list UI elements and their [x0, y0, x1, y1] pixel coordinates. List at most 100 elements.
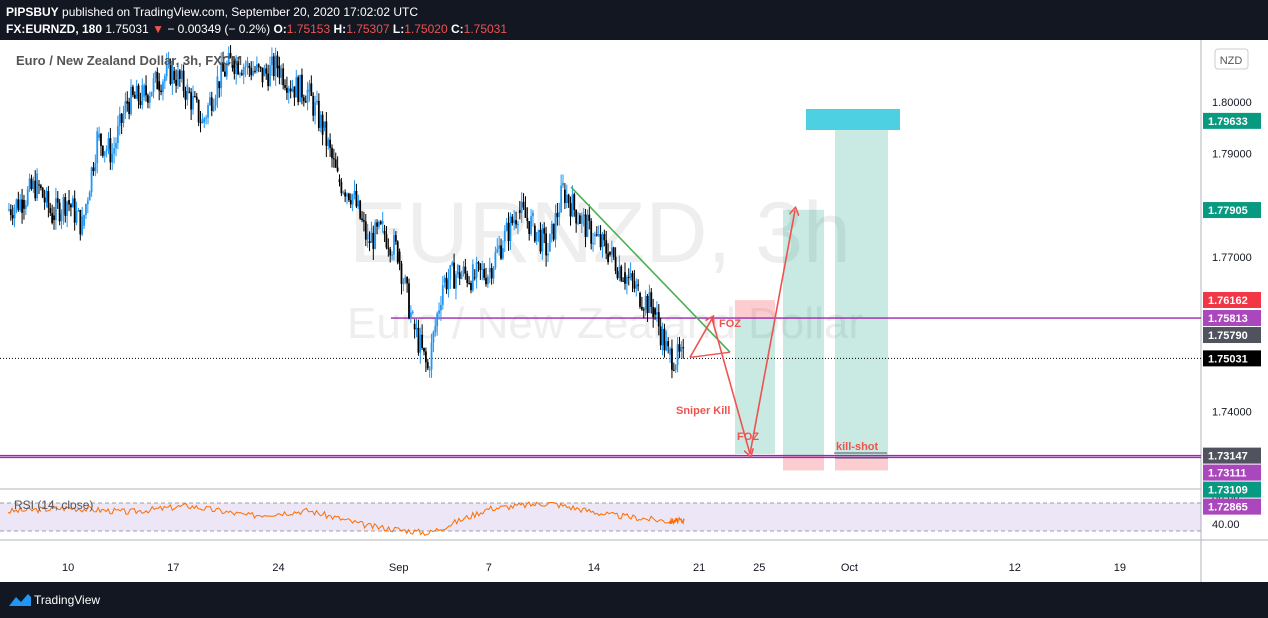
- annotation-label[interactable]: FOZ: [737, 431, 759, 443]
- candle-body: [571, 194, 574, 217]
- target-zone-2[interactable]: [783, 209, 824, 456]
- candle-body: [413, 323, 416, 330]
- candle-body: [569, 203, 572, 217]
- candle-body: [438, 310, 440, 314]
- price-label-badge[interactable]: [1203, 310, 1261, 327]
- price-axis: 1.800001.790001.770001.7400080.0040.001.…: [1203, 97, 1261, 531]
- price-label-badge[interactable]: [1203, 202, 1261, 219]
- candle-body: [43, 197, 46, 203]
- stop-zone-1[interactable]: [735, 300, 775, 319]
- candle-body: [231, 58, 234, 68]
- currency-badge-box[interactable]: [1214, 48, 1249, 70]
- position-tools[interactable]: [735, 109, 900, 471]
- tradingview-logo-icon[interactable]: [8, 592, 32, 608]
- projection-start[interactable]: [689, 351, 731, 359]
- annotation-label[interactable]: kill-shot: [836, 441, 879, 453]
- publisher-name[interactable]: PIPSBUY: [6, 5, 59, 19]
- candle-body: [280, 68, 283, 78]
- candle-body: [434, 326, 437, 332]
- brand-name[interactable]: TradingView: [34, 593, 101, 607]
- candle-body: [633, 280, 636, 289]
- candle-body: [406, 277, 409, 284]
- candle-body: [152, 78, 155, 92]
- candle-body: [252, 70, 255, 76]
- candle-body: [64, 197, 67, 216]
- candle-body: [426, 362, 429, 369]
- candle-body: [30, 178, 33, 189]
- price-label-badge[interactable]: [1203, 464, 1261, 481]
- candle-body: [68, 199, 70, 205]
- candle-body: [188, 91, 191, 93]
- candle-body: [577, 222, 579, 224]
- grid: [0, 40, 1268, 582]
- chart-canvas[interactable]: EURNZD, 3h Euro / New Zealand Dollar FOZ…: [0, 40, 1268, 582]
- projection-arrow-3[interactable]: [749, 210, 795, 455]
- candle-body: [111, 153, 114, 163]
- candle-body: [449, 265, 452, 280]
- price-label-badge[interactable]: [1203, 327, 1261, 344]
- candle-body: [130, 86, 132, 115]
- candle-body: [272, 56, 275, 77]
- stop-zone-3[interactable]: [835, 458, 888, 471]
- annotation-label[interactable]: FOZ: [719, 318, 741, 330]
- candle-body: [248, 65, 251, 69]
- candle-body: [32, 180, 35, 189]
- candle-body: [672, 369, 675, 371]
- candle-body: [490, 267, 493, 279]
- candle-body: [113, 148, 116, 154]
- candle-body: [135, 85, 138, 99]
- candle-body: [417, 327, 420, 353]
- target-marker-box[interactable]: [806, 109, 900, 130]
- price-label-badge[interactable]: [1203, 112, 1261, 129]
- candle-body: [139, 101, 142, 105]
- candle-body: [162, 81, 164, 93]
- chart-area[interactable]: EURNZD, 3h Euro / New Zealand Dollar FOZ…: [0, 40, 1268, 582]
- candle-body: [374, 222, 377, 249]
- horizontal-levels[interactable]: [0, 317, 1201, 459]
- price-label-badge[interactable]: [1203, 292, 1261, 309]
- stop-zone-2[interactable]: [783, 455, 824, 471]
- currency-badge[interactable]: NZD: [1220, 55, 1243, 67]
- time-tick-label: 24: [272, 562, 284, 574]
- candle-body: [453, 262, 455, 289]
- candle-body: [203, 118, 206, 123]
- candle-body: [379, 221, 382, 224]
- candle-body: [451, 262, 454, 266]
- price-label-badge[interactable]: [1203, 481, 1261, 498]
- projection-arrow-1[interactable]: [689, 319, 712, 358]
- candle-body: [625, 276, 628, 284]
- candle-body: [440, 304, 442, 311]
- candle-body: [242, 66, 245, 75]
- candle-body: [53, 215, 55, 221]
- candle-body: [563, 189, 566, 203]
- candle-body: [520, 201, 523, 213]
- publisher-line: PIPSBUY published on TradingView.com, Se…: [6, 5, 418, 19]
- candle-body: [235, 61, 238, 74]
- trend-line[interactable]: [570, 186, 731, 353]
- target-zone-3[interactable]: [835, 121, 888, 459]
- close-value: 1.75031: [463, 22, 508, 36]
- candle-body: [209, 97, 211, 106]
- candle-body: [120, 113, 123, 123]
- price-label-badge[interactable]: [1203, 498, 1261, 515]
- candle-body: [370, 232, 373, 243]
- drawings[interactable]: FOZ Sniper Kill FOZ kill-shot: [570, 186, 887, 455]
- candle-body: [163, 76, 166, 82]
- candle-body: [464, 266, 467, 274]
- candle-body: [167, 60, 170, 64]
- candle-body: [552, 223, 555, 240]
- candle-body: [34, 180, 37, 199]
- price-label-badge[interactable]: [1203, 447, 1261, 464]
- target-zone-1[interactable]: [735, 318, 775, 454]
- projection-arrow-2[interactable]: [711, 318, 750, 454]
- candle-body: [396, 241, 399, 263]
- candle-body: [327, 139, 330, 146]
- candle-body: [291, 89, 294, 92]
- candle-body: [391, 254, 393, 256]
- high-value: 1.75307: [346, 22, 390, 36]
- rsi-tick-label: 40.00: [1212, 519, 1240, 531]
- annotation-label[interactable]: Sniper Kill: [676, 405, 730, 417]
- candle-body: [90, 167, 93, 193]
- candle-body: [128, 101, 131, 115]
- price-label-badge[interactable]: [1203, 350, 1261, 367]
